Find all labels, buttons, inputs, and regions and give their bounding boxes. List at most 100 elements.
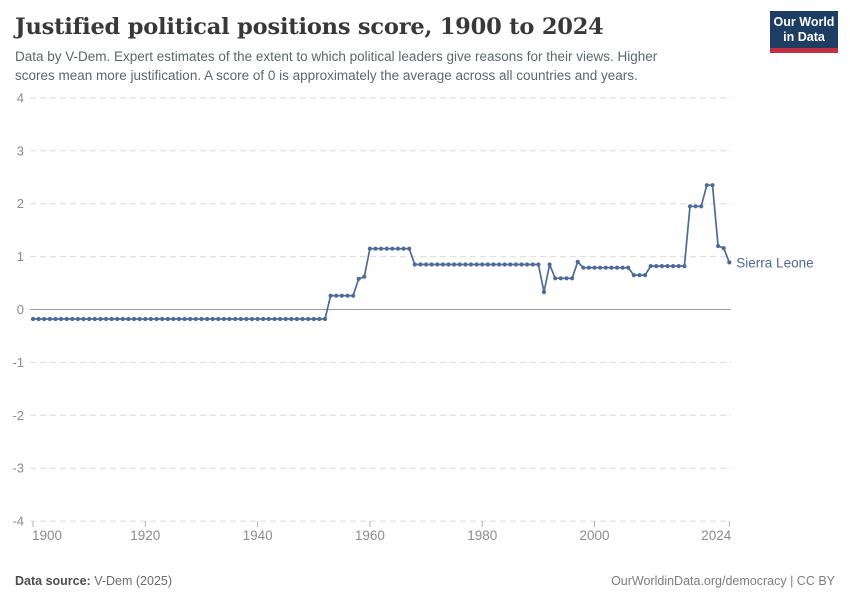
data-point-marker: [188, 317, 193, 322]
data-point-marker: [272, 317, 277, 322]
data-point-marker: [75, 317, 80, 322]
data-point-marker: [87, 317, 92, 322]
data-point-marker: [643, 273, 648, 278]
data-point-marker: [384, 246, 389, 252]
data-point-marker: [30, 317, 36, 322]
data-point-marker: [626, 265, 631, 271]
data-point-marker: [143, 317, 148, 322]
data-point-marker: [609, 265, 614, 271]
data-point-marker: [497, 262, 502, 267]
data-point-marker: [586, 265, 592, 271]
data-point-marker: [429, 262, 434, 267]
data-point-marker: [558, 276, 563, 281]
data-point-marker: [699, 204, 704, 209]
owid-logo-line-1: Our World: [773, 15, 835, 29]
data-point-marker: [727, 260, 732, 265]
data-point-marker: [165, 317, 170, 322]
data-point-marker: [463, 262, 468, 267]
data-point-marker: [547, 262, 552, 267]
data-point-marker: [266, 317, 271, 322]
series-end-label[interactable]: Sierra Leone: [736, 256, 813, 271]
data-point-marker: [395, 246, 401, 252]
data-point-marker: [412, 262, 417, 267]
data-point-marker: [682, 264, 687, 269]
data-point-marker: [502, 262, 507, 267]
data-point-marker: [435, 262, 440, 267]
data-point-marker: [631, 273, 636, 278]
data-point-marker: [300, 317, 305, 322]
x-tick-label: 1960: [355, 528, 385, 543]
data-point-marker: [261, 317, 266, 322]
data-point-marker: [64, 317, 69, 322]
data-point-marker: [244, 317, 249, 322]
data-point-marker: [70, 317, 75, 322]
data-point-marker: [311, 317, 316, 322]
data-point-marker: [519, 262, 524, 267]
data-point-marker: [564, 276, 569, 281]
data-point-marker: [671, 264, 676, 269]
x-tick-label: 1980: [467, 528, 497, 543]
data-point-marker: [513, 262, 519, 267]
data-point-marker: [233, 317, 238, 322]
data-point-marker: [289, 317, 294, 322]
y-tick-label: -4: [12, 514, 24, 529]
y-tick-label: -2: [12, 408, 24, 423]
data-point-marker: [570, 276, 575, 281]
data-point-marker: [480, 262, 485, 267]
data-point-marker: [81, 317, 86, 322]
data-point-marker: [407, 246, 412, 252]
data-point-marker: [704, 183, 709, 188]
data-source-label: Data source:: [15, 574, 91, 588]
data-point-marker: [306, 317, 311, 322]
data-point-marker: [457, 262, 462, 267]
data-point-marker: [148, 317, 153, 322]
data-point-marker: [581, 265, 586, 271]
data-point-marker: [620, 265, 625, 271]
data-point-marker: [693, 204, 698, 209]
y-tick-label: 2: [17, 197, 24, 212]
data-point-marker: [278, 317, 283, 322]
data-point-marker: [182, 317, 187, 322]
data-point-marker: [205, 317, 210, 322]
x-tick-label: 2024: [701, 528, 732, 543]
footer-citation-link[interactable]: OurWorldinData.org/democracy | CC BY: [611, 574, 835, 588]
data-point-marker: [42, 317, 47, 322]
data-point-marker: [339, 293, 344, 299]
data-point-marker: [160, 317, 165, 322]
data-point-marker: [328, 293, 333, 299]
subtitle-line-2: scores mean more justification. A score …: [15, 68, 638, 84]
data-point-marker: [508, 262, 513, 267]
data-point-marker: [345, 293, 350, 299]
data-point-marker: [379, 246, 384, 252]
y-tick-label: 4: [17, 91, 24, 106]
data-point-marker: [491, 262, 496, 267]
data-point-marker: [132, 317, 137, 322]
data-point-marker: [541, 290, 547, 295]
data-point-marker: [525, 262, 530, 267]
data-point-marker: [53, 317, 58, 322]
data-point-marker: [603, 265, 608, 271]
data-point-marker: [120, 317, 125, 322]
y-tick-label: -3: [12, 461, 24, 476]
data-point-marker: [648, 264, 653, 269]
data-point-marker: [356, 277, 361, 282]
data-point-marker: [721, 246, 726, 251]
chart-header: Justified political positions score, 190…: [0, 0, 850, 85]
data-point-marker: [317, 317, 322, 322]
data-point-marker: [424, 262, 429, 267]
data-point-marker: [446, 262, 451, 267]
data-point-marker: [126, 317, 131, 322]
data-point-marker: [334, 293, 339, 299]
data-point-marker: [485, 262, 490, 267]
owid-logo[interactable]: Our World in Data: [770, 11, 838, 53]
data-point-marker: [59, 317, 64, 322]
data-point-marker: [92, 317, 97, 322]
x-tick-label: 1940: [243, 528, 273, 543]
data-point-marker: [418, 262, 423, 267]
data-point-marker: [474, 262, 479, 267]
subtitle-line-1: Data by V-Dem. Expert estimates of the e…: [15, 49, 658, 64]
data-point-marker: [36, 317, 41, 322]
data-point-marker: [367, 246, 372, 252]
data-source: Data source: V-Dem (2025): [15, 574, 172, 588]
